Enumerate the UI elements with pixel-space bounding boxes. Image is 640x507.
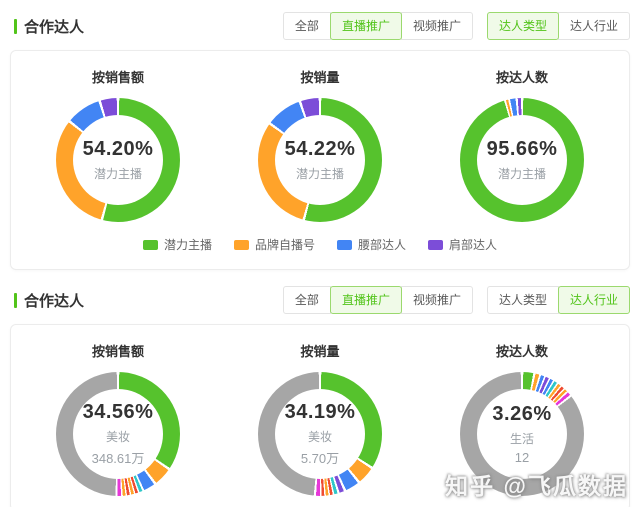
center-label: 潜力主播: [93, 167, 142, 181]
center-percent: 54.22%: [284, 138, 356, 160]
center-percent: 34.19%: [284, 401, 356, 423]
donut-center: 3.26% 生活 12: [460, 372, 584, 496]
filter-button-video-promo[interactable]: 视频推广: [400, 286, 473, 314]
chart-legend: 潜力主播 品牌自播号 腰部达人 肩部达人: [11, 236, 629, 269]
chart-title: 按销量: [300, 70, 340, 85]
chart-by-talent-count: 按达人数 95.66% 潜力主播: [421, 67, 623, 222]
section-talent-type: 合作达人 全部 直播推广 视频推广 达人类型 达人行业 按销售额 54.20%: [0, 0, 640, 270]
filter-button-talent-industry[interactable]: 达人行业: [557, 12, 630, 40]
section2-header: 合作达人 全部 直播推广 视频推广 达人类型 达人行业: [0, 270, 640, 324]
center-label: 美妆: [307, 430, 332, 444]
talent-type-card: 按销售额 54.20% 潜力主播 按销量 54.22% 潜力主播: [10, 50, 630, 270]
accent-bar: [14, 292, 17, 308]
legend-item-brand-account[interactable]: 品牌自播号: [233, 236, 315, 253]
center-label: 潜力主播: [497, 167, 546, 181]
center-percent: 54.20%: [82, 138, 154, 160]
chart-title: 按达人数: [495, 344, 548, 359]
chart-by-talent-count: 按达人数 3.26% 生活 12: [421, 341, 623, 496]
legend-item-potential-anchor[interactable]: 潜力主播: [142, 236, 212, 253]
filter-button-video-promo[interactable]: 视频推广: [400, 12, 473, 40]
donut-center: 34.19% 美妆 5.70万: [258, 372, 382, 496]
filter-button-talent-type[interactable]: 达人类型: [486, 12, 559, 40]
dimension-filter-group: 达人类型 达人行业: [486, 286, 630, 314]
center-value: 5.70万: [300, 451, 340, 466]
donut-center: 54.20% 潜力主播: [56, 98, 180, 222]
center-percent: 3.26%: [492, 403, 552, 425]
filter-button-talent-type[interactable]: 达人类型: [486, 286, 559, 314]
center-label: 生活: [509, 432, 534, 446]
promo-type-filter-group: 全部 直播推广 视频推广: [282, 286, 473, 314]
section1-header: 合作达人 全部 直播推广 视频推广 达人类型 达人行业: [0, 0, 640, 50]
donut-chart-sales-amount[interactable]: 54.20% 潜力主播: [56, 98, 180, 222]
chart-title: 按销售额: [91, 344, 144, 359]
donut-center: 34.56% 美妆 348.61万: [56, 372, 180, 496]
donut-chart-sales-volume[interactable]: 54.22% 潜力主播: [258, 98, 382, 222]
chart-by-sales-amount: 按销售额 54.20% 潜力主播: [17, 67, 219, 222]
donut-chart-industry-talent-count[interactable]: 3.26% 生活 12: [460, 372, 584, 496]
filter-button-talent-industry[interactable]: 达人行业: [557, 286, 630, 314]
charts-row-2: 按销售额 34.56% 美妆 348.61万 按销量 34.19%: [11, 325, 629, 507]
center-percent: 95.66%: [486, 138, 558, 160]
chart-by-sales-volume: 按销量 54.22% 潜力主播: [219, 67, 421, 222]
charts-row-1: 按销售额 54.20% 潜力主播 按销量 54.22% 潜力主播: [11, 51, 629, 222]
center-label: 潜力主播: [295, 167, 344, 181]
talent-industry-card: 按销售额 34.56% 美妆 348.61万 按销量 34.19%: [10, 324, 630, 507]
promo-type-filter-group: 全部 直播推广 视频推广: [282, 12, 473, 40]
accent-bar: [14, 18, 17, 34]
section-title: 合作达人: [24, 18, 85, 36]
section-title: 合作达人: [24, 292, 85, 310]
legend-item-shoulder-talent[interactable]: 肩部达人: [428, 236, 497, 253]
dimension-filter-group: 达人类型 达人行业: [486, 12, 630, 40]
chart-title: 按销量: [300, 344, 340, 359]
filter-button-live-promo[interactable]: 直播推广: [329, 286, 402, 314]
legend-label: 肩部达人: [449, 238, 498, 252]
center-value: 12: [514, 450, 530, 465]
donut-chart-industry-sales-amount[interactable]: 34.56% 美妆 348.61万: [56, 372, 180, 496]
chart-title: 按达人数: [495, 70, 548, 85]
filter-button-live-promo[interactable]: 直播推广: [329, 12, 402, 40]
legend-swatch-green: [142, 239, 158, 250]
donut-chart-talent-count[interactable]: 95.66% 潜力主播: [460, 98, 584, 222]
donut-center: 54.22% 潜力主播: [258, 98, 382, 222]
chart-title: 按销售额: [91, 70, 144, 85]
legend-label: 腰部达人: [358, 238, 407, 252]
legend-label: 品牌自播号: [254, 238, 315, 252]
section-talent-industry: 合作达人 全部 直播推广 视频推广 达人类型 达人行业 按销售额 34.56%: [0, 270, 640, 507]
legend-swatch-purple: [428, 239, 444, 250]
filter-button-all[interactable]: 全部: [282, 12, 331, 40]
legend-label: 潜力主播: [163, 238, 212, 252]
center-percent: 34.56%: [82, 401, 154, 423]
filter-button-all[interactable]: 全部: [282, 286, 331, 314]
legend-swatch-blue: [337, 239, 352, 250]
donut-center: 95.66% 潜力主播: [460, 98, 584, 222]
legend-item-waist-talent[interactable]: 腰部达人: [337, 236, 406, 253]
chart-by-sales-amount: 按销售额 34.56% 美妆 348.61万: [17, 341, 219, 496]
center-label: 美妆: [105, 430, 130, 444]
donut-chart-industry-sales-volume[interactable]: 34.19% 美妆 5.70万: [258, 372, 382, 496]
center-value: 348.61万: [91, 451, 145, 466]
chart-by-sales-volume: 按销量 34.19% 美妆 5.70万: [219, 341, 421, 496]
legend-swatch-orange: [233, 239, 249, 250]
